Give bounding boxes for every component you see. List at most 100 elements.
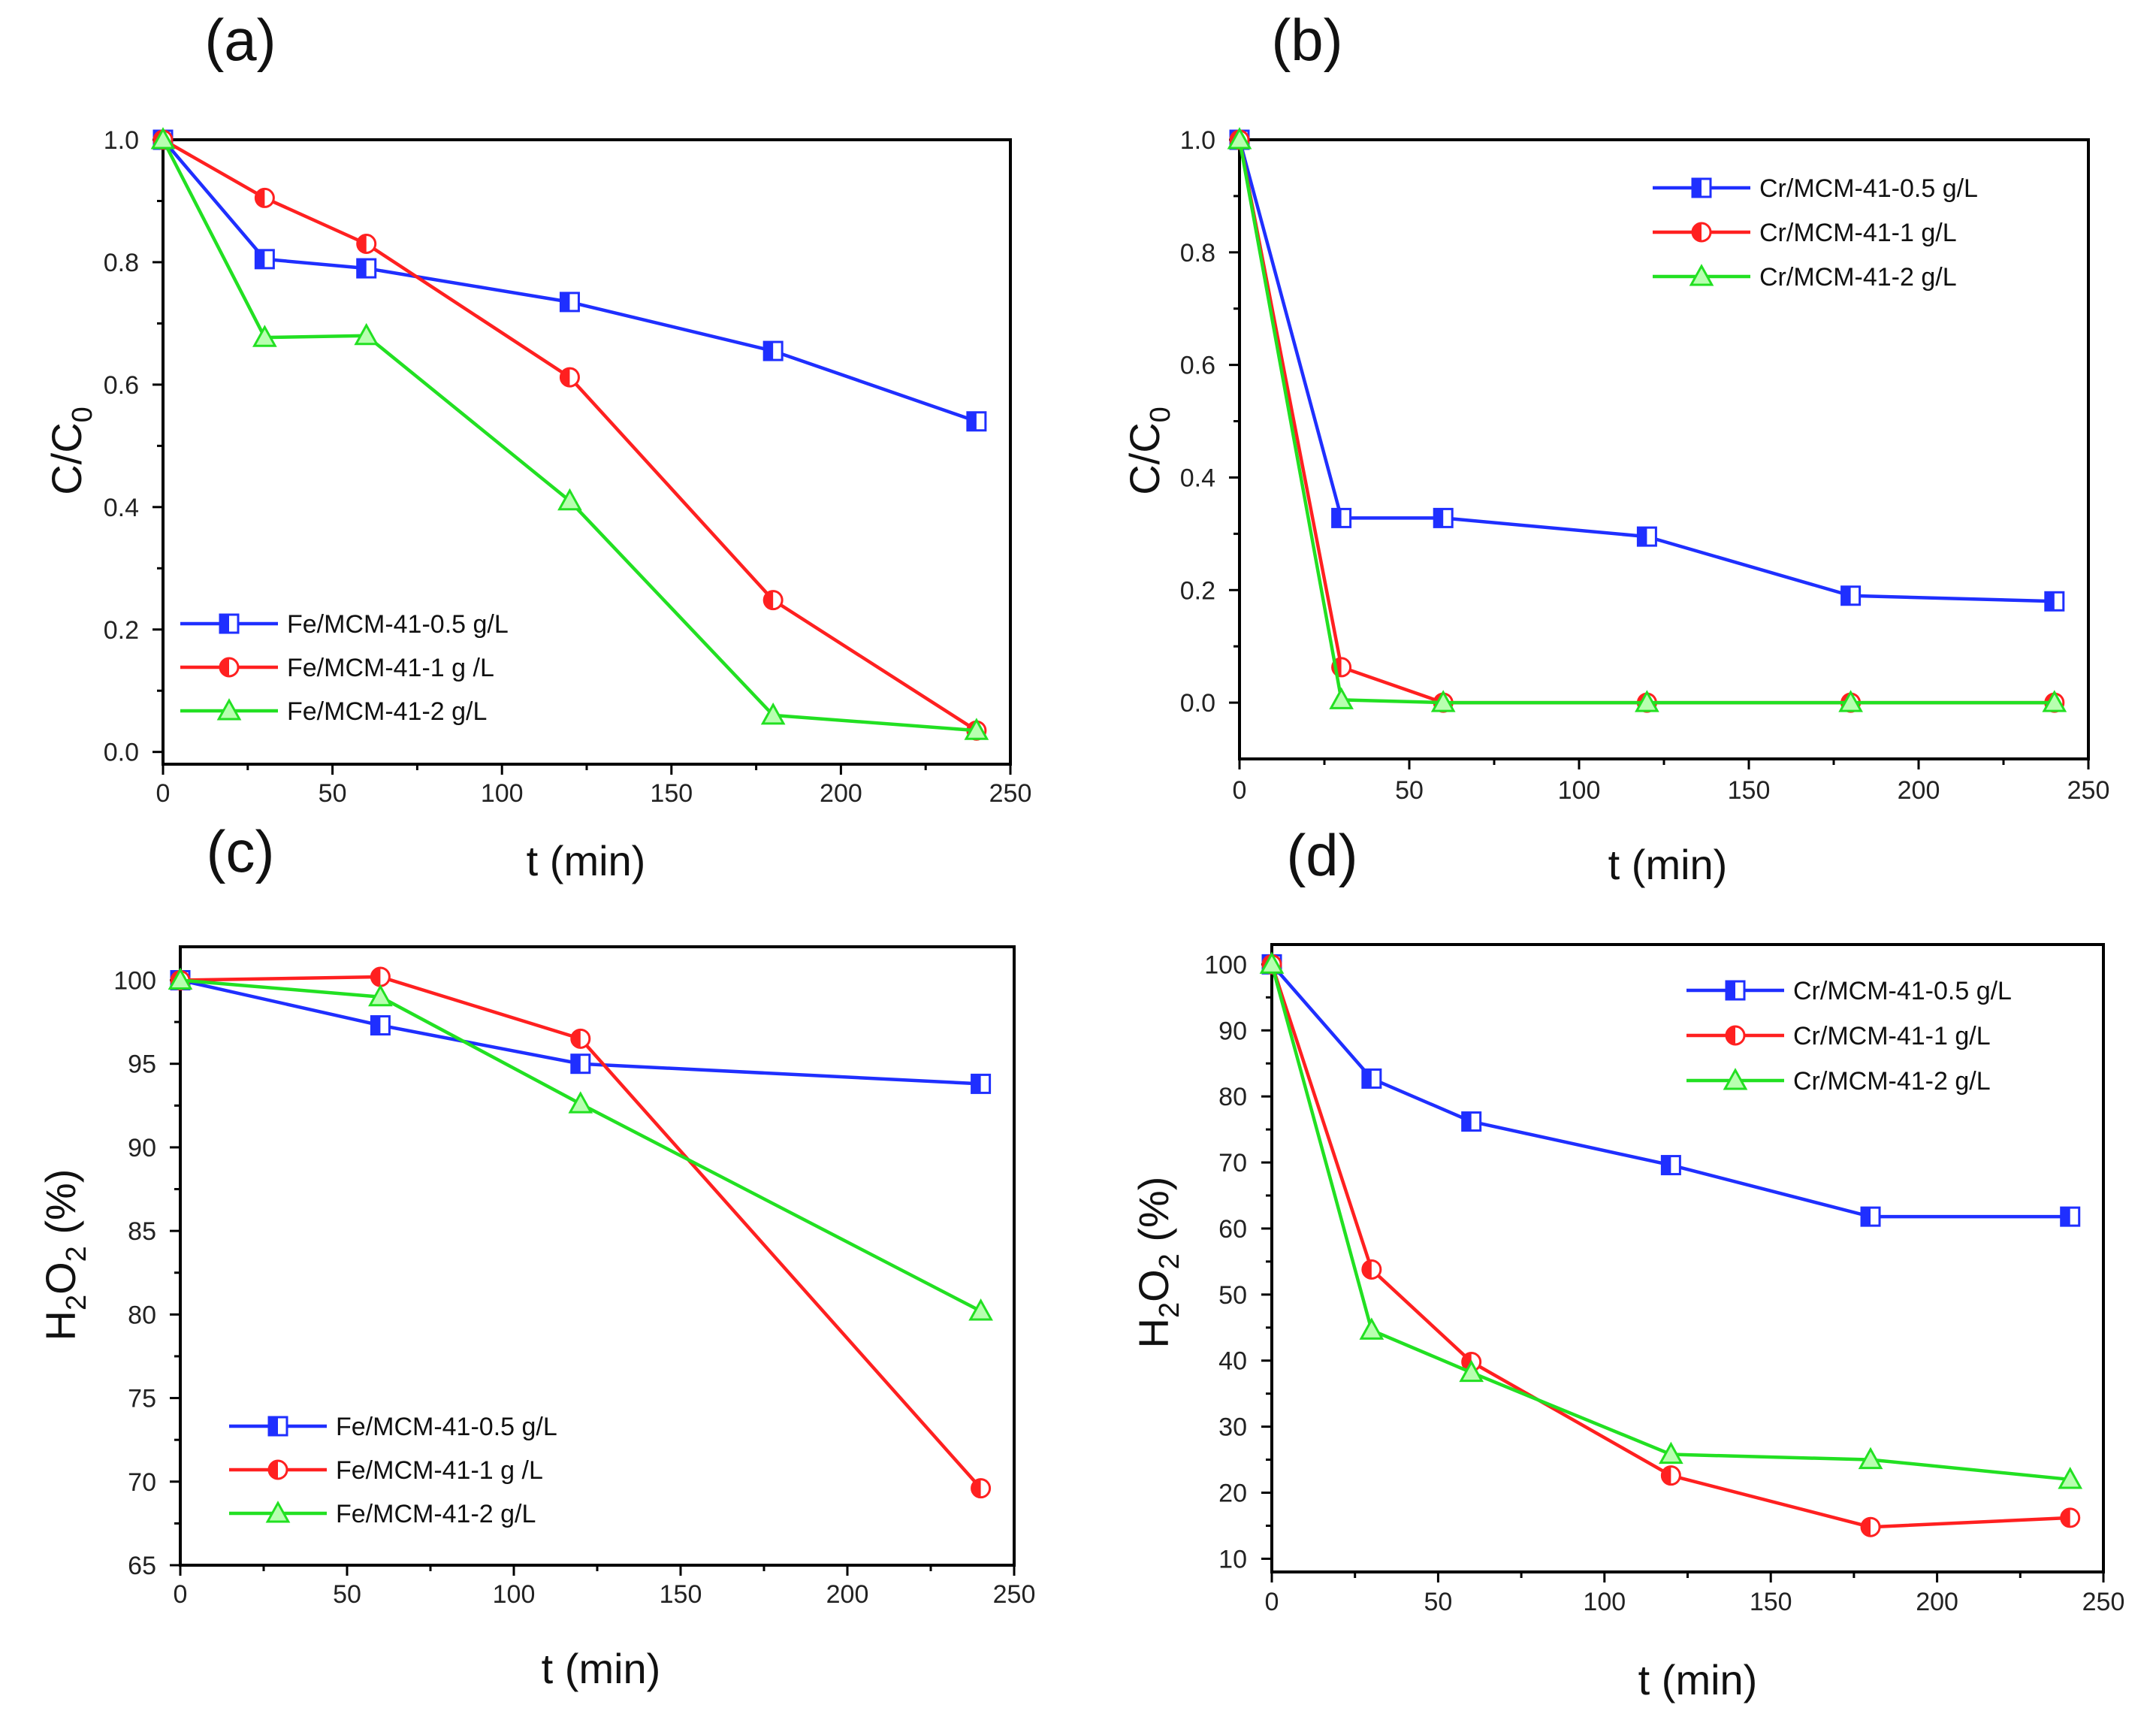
x-tick-label: 250 — [2067, 776, 2110, 805]
data-point — [1461, 1111, 1482, 1132]
legend-label: Cr/MCM-41-1 g/L — [1759, 219, 1957, 247]
legend-marker — [219, 657, 240, 678]
data-point — [1361, 1259, 1382, 1280]
y-axis-label: C/C0 — [1121, 407, 1176, 495]
legend-entry: Cr/MCM-41-0.5 g/L — [1686, 977, 2012, 1005]
x-tick-label: 100 — [493, 1580, 536, 1609]
x-tick-label: 150 — [1750, 1588, 1792, 1616]
series-line — [1270, 963, 2070, 1529]
x-tick-label: 50 — [1395, 776, 1424, 805]
legend-entry: Fe/MCM-41-1 g /L — [180, 654, 494, 682]
y-axis-label-part: 0 — [1145, 407, 1176, 422]
data-point — [252, 325, 277, 347]
y-axis-label-part: 2 — [1154, 1302, 1185, 1318]
data-point — [559, 292, 580, 313]
y-axis-label-part: C/C — [1121, 422, 1168, 494]
y-axis-label-part: O — [1130, 1269, 1177, 1302]
x-tick-label: 100 — [481, 779, 524, 808]
y-tick-label: 50 — [1218, 1281, 1247, 1310]
y-tick-label: 90 — [128, 1134, 156, 1162]
x-tick-label: 200 — [1898, 776, 1940, 805]
data-point — [1660, 1155, 1681, 1176]
y-tick-label: 40 — [1218, 1347, 1247, 1376]
x-tick-label: 200 — [826, 1580, 869, 1609]
series-line — [1270, 963, 2070, 1482]
series-line — [161, 138, 977, 733]
data-point — [168, 967, 193, 990]
data-point — [971, 1478, 992, 1499]
data-point — [968, 1298, 993, 1321]
data-point — [762, 590, 784, 611]
legend-marker — [219, 613, 240, 634]
series-red — [170, 966, 992, 1499]
data-point — [2060, 1206, 2081, 1227]
data-point — [2044, 591, 2065, 612]
series-blue — [1229, 129, 2065, 612]
data-point — [2060, 1507, 2081, 1528]
data-point — [570, 1053, 591, 1075]
y-tick-label: 0.8 — [104, 249, 139, 277]
data-point — [1860, 1516, 1881, 1537]
legend-label: Fe/MCM-41-0.5 g/L — [336, 1413, 557, 1441]
chart-panel-d: (d) 0 50 100 150 200 250 10 20 30 40 50 60 70 80 90 100 t… — [1130, 822, 2124, 1703]
y-tick-label: 0.6 — [104, 371, 139, 400]
y-tick-label: 30 — [1218, 1413, 1247, 1442]
y-tick-label: 85 — [128, 1217, 156, 1246]
data-point — [150, 127, 176, 150]
legend-entry: Cr/MCM-41-0.5 g/L — [1653, 174, 1978, 203]
y-axis-label-part: 2 — [1154, 1253, 1185, 1269]
data-point — [1331, 507, 1352, 528]
panel-label: (c) — [207, 818, 275, 884]
series-red — [1261, 954, 2081, 1537]
y-tick-label: 100 — [113, 966, 156, 995]
x-axis-label: t (min) — [1638, 1656, 1758, 1703]
panel-label: (b) — [1271, 7, 1342, 73]
series-green — [150, 127, 989, 740]
series-line — [1237, 139, 2055, 603]
data-point — [1860, 1206, 1881, 1227]
x-tick-label: 0 — [1233, 776, 1247, 805]
legend-marker — [267, 1416, 288, 1437]
series-red — [1229, 129, 2065, 713]
y-tick-label: 65 — [128, 1552, 156, 1580]
y-tick-label: 80 — [1218, 1083, 1247, 1111]
data-point — [254, 249, 275, 270]
panel-label: (a) — [204, 7, 276, 73]
y-tick-label: 1.0 — [104, 126, 139, 155]
legend-label: Cr/MCM-41-0.5 g/L — [1793, 977, 2012, 1005]
x-tick-label: 0 — [1265, 1588, 1279, 1616]
series-line — [162, 138, 977, 423]
x-tick-label: 50 — [1424, 1588, 1452, 1616]
legend-marker — [1691, 177, 1712, 198]
plot-frame — [179, 945, 1016, 1567]
series-green — [1259, 951, 2083, 1489]
data-point — [1858, 1446, 1883, 1470]
y-tick-label: 0.4 — [1180, 464, 1215, 492]
y-axis-label-part: 2 — [61, 1295, 92, 1310]
series-line — [180, 978, 981, 1086]
y-tick-label: 75 — [128, 1385, 156, 1413]
legend-label: Fe/MCM-41-2 g/L — [336, 1500, 536, 1528]
y-tick-label: 60 — [1218, 1215, 1247, 1244]
y-tick-label: 10 — [1218, 1545, 1247, 1573]
y-tick-label: 20 — [1218, 1480, 1247, 1508]
data-point — [1359, 1317, 1384, 1340]
legend-label: Fe/MCM-41-1 g /L — [287, 654, 494, 682]
y-axis-label: C/C0 — [43, 407, 98, 495]
legend-marker — [216, 698, 242, 721]
legend-marker — [1725, 980, 1746, 1001]
data-point — [2058, 1467, 2083, 1489]
legend-marker — [265, 1501, 291, 1523]
data-point — [1840, 585, 1862, 606]
x-tick-label: 200 — [1916, 1588, 1958, 1616]
data-point — [1635, 690, 1659, 712]
data-point — [2042, 690, 2067, 712]
data-point — [559, 367, 580, 388]
data-point — [1227, 127, 1252, 150]
data-point — [762, 340, 784, 361]
y-tick-label: 95 — [128, 1050, 156, 1079]
legend-marker — [1725, 1025, 1746, 1046]
y-tick-label: 0.0 — [1180, 689, 1215, 718]
y-tick-label: 70 — [1218, 1149, 1247, 1177]
